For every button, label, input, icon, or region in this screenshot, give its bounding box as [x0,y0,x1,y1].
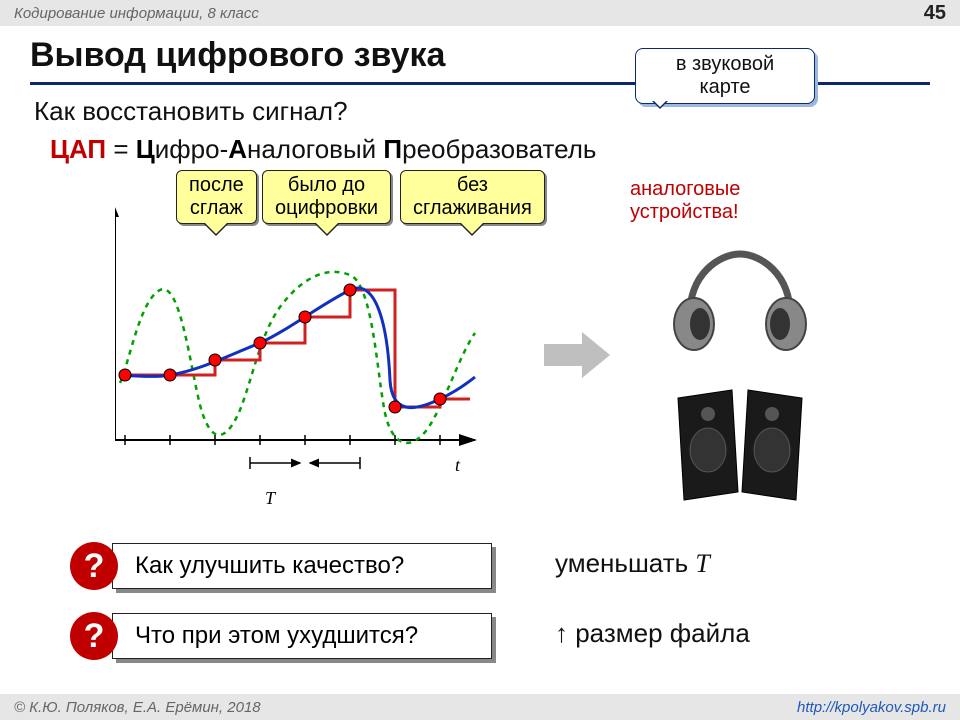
callout-original: было до оцифровки [262,170,391,224]
question-1: Как улучшить качество? [112,543,492,589]
question-row-2: ? Что при этом ухудшится? [70,612,492,660]
answer-2: ↑ размер файла [555,618,750,649]
bubble-soundcard: в звуковой карте [635,48,815,104]
signal-chart [115,205,485,475]
footer-bar: © К.Ю. Поляков, Е.А. Ерёмин, 2018 http:/… [0,694,960,720]
answer-1: уменьшать T [555,548,710,579]
footer-url: http://kpolyakov.spb.ru [797,699,946,716]
question-mark-icon: ? [70,612,118,660]
header-bar: Кодирование информации, 8 класс [0,0,960,26]
dac-definition: ЦАП = Цифро-Аналоговый Преобразователь [50,134,596,165]
axis-label-t: t [455,455,460,476]
speakers-icon [660,380,820,510]
question-mark-icon: ? [70,542,118,590]
page-number: 45 [924,2,946,25]
question-2: Что при этом ухудшится? [112,613,492,659]
question-row-1: ? Как улучшить качество? [70,542,492,590]
subtitle: Как восстановить сигнал? [34,96,348,127]
arrow-icon [542,330,612,380]
analog-devices-label: аналоговые устройства! [630,178,740,224]
course-label: Кодирование информации, 8 класс [14,5,259,22]
copyright: © К.Ю. Поляков, Е.А. Ерёмин, 2018 [14,699,261,716]
headphones-icon [660,240,820,360]
axis-label-T: T [265,488,275,509]
